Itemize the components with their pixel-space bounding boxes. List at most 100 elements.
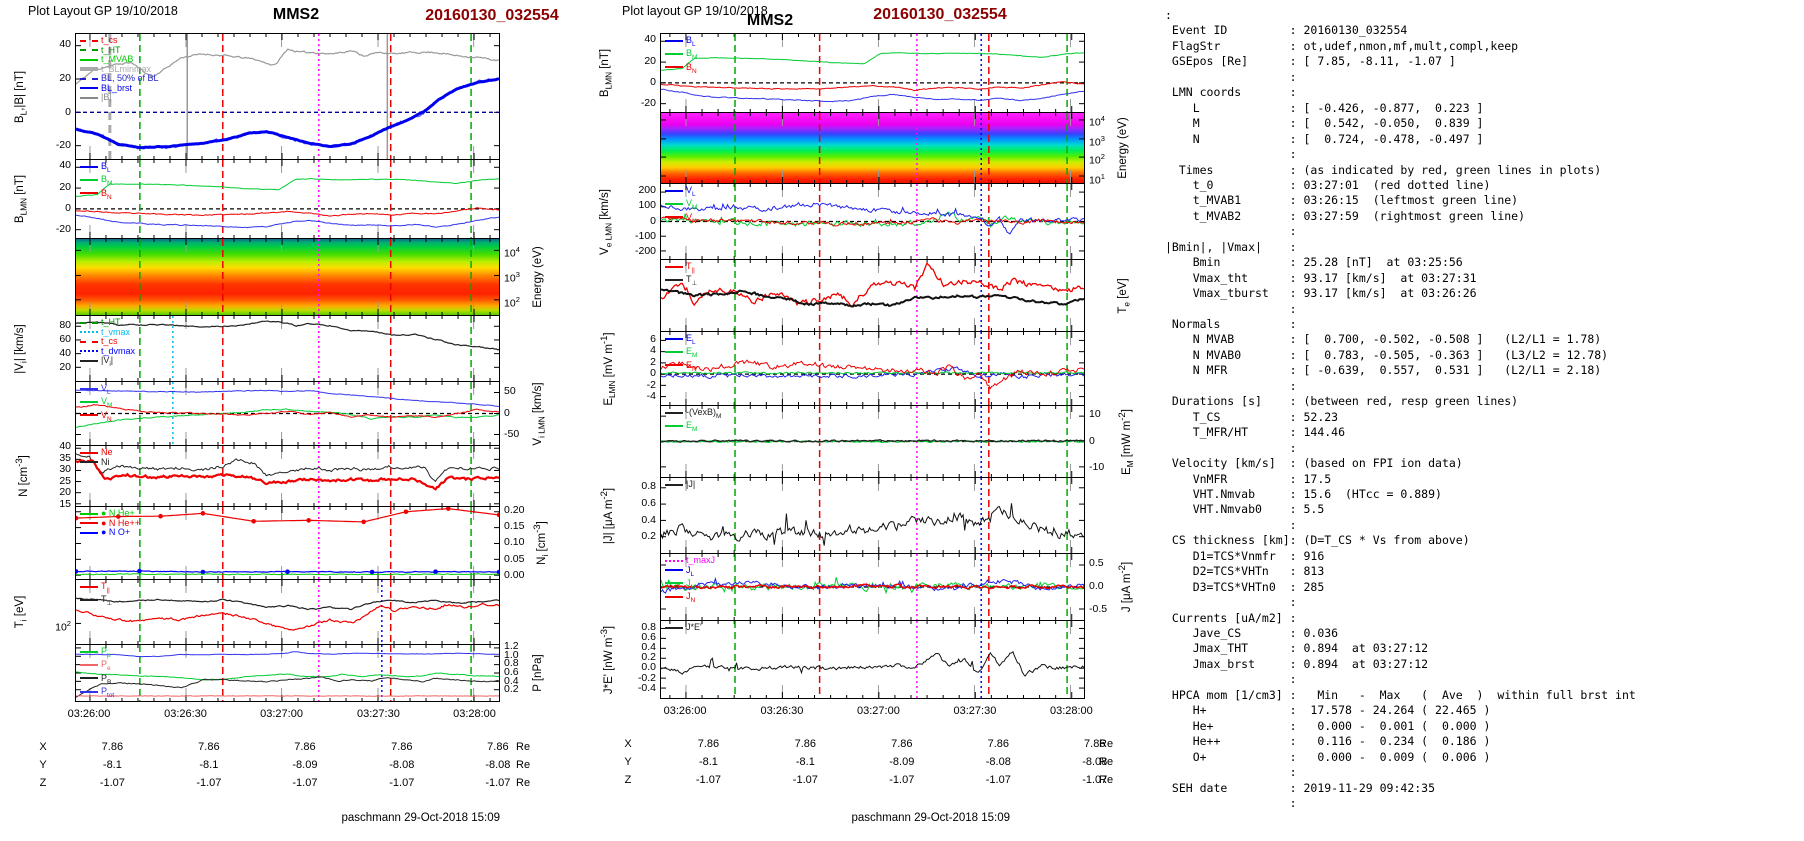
legend-swatch [80, 67, 98, 72]
legend-item: ● N He+ [80, 508, 140, 519]
position-row-label: Y [624, 756, 632, 768]
left-plot-header: Plot Layout GP 19/10/2018 [28, 4, 178, 18]
legend-item: JL [665, 565, 715, 579]
y-axis-label: Ti [eV] [14, 595, 29, 629]
info-line: : [1165, 147, 1297, 162]
x-tick-label: 03:26:00 [663, 705, 707, 717]
legend-swatch [80, 49, 98, 52]
y-tick-label: 0.4 [641, 641, 656, 654]
legend-label: t_cs [101, 336, 118, 346]
plot-panel-1-4: EL EM EN [660, 331, 1085, 406]
legend-item: |B| [80, 92, 159, 103]
legend-swatch [80, 451, 98, 454]
x-tick-label: 03:28:00 [453, 708, 496, 720]
legend-item: BM [80, 175, 112, 188]
legend-item: BL_brst [80, 83, 159, 94]
right-tick-label: 0.6 [504, 666, 519, 678]
series-T_par [76, 602, 499, 631]
info-line: Velocity [km/s] : (based on FPI ion data… [1165, 456, 1463, 471]
legend-swatch [665, 216, 683, 219]
position-row-label: Z [39, 777, 47, 789]
legend-label: BM [101, 174, 113, 188]
panel-canvas [661, 406, 1084, 477]
position-value: 7.86 [101, 741, 124, 753]
right-tick-label: 0.4 [504, 674, 519, 687]
right-tick-label: 0.10 [504, 536, 525, 549]
legend-item: BN [665, 62, 697, 76]
right-tick-label: 1.2 [504, 640, 519, 653]
legend-label: -(VexB)M [686, 407, 722, 420]
info-line: : [1165, 440, 1297, 455]
legend-label: JM [686, 577, 696, 591]
legend-label: Ni [101, 456, 110, 467]
series-|V_i| [76, 320, 499, 351]
panel-canvas [661, 332, 1084, 405]
series-Ve_L [661, 201, 1084, 235]
right-tick-label: 0 [504, 406, 510, 419]
legend-item: VN [80, 409, 112, 424]
panel-canvas [661, 184, 1084, 259]
legend-label: t_MVAB [101, 54, 134, 64]
panel-canvas [76, 316, 499, 381]
y-tick-label: 40 [59, 346, 71, 359]
legend-item: t_cs [80, 35, 159, 46]
legend-item: BL [665, 35, 697, 49]
legend-label: VN [101, 409, 112, 423]
info-line: D3=TCS*VHTn0 : 285 [1165, 579, 1325, 594]
series-V_M [76, 408, 499, 428]
x-tick-label: 03:27:30 [953, 705, 997, 717]
info-line: H+ : 17.578 - 24.264 ( 22.465 ) [1165, 703, 1491, 718]
legend-swatch [80, 690, 98, 693]
panel-legend: EL EM EN [665, 333, 697, 374]
plot-panel-1-1 [660, 112, 1085, 184]
legend-label: Ptot [101, 685, 115, 699]
info-line: Jave_CS : 0.036 [1165, 626, 1339, 640]
series-|B| [76, 48, 499, 85]
legend-label: BL [101, 161, 111, 174]
info-line: Vmax_tht : 93.17 [km/s] at 03:27:31 [1165, 270, 1477, 285]
legend-swatch [80, 321, 98, 324]
legend-swatch [80, 461, 98, 464]
legend-label: ● N He+ [101, 508, 135, 518]
info-line: O+ : 0.000 - 0.009 ( 0.006 ) [1165, 749, 1491, 764]
y-tick-label: 40 [59, 440, 71, 453]
y-tick-label: 0 [65, 105, 71, 118]
series-T_perp [76, 597, 499, 611]
position-unit: Re [516, 741, 531, 753]
info-line: Jmax_THT : 0.894 at 03:27:12 [1165, 641, 1429, 656]
right-tick-label: 10 [1089, 408, 1101, 421]
y-tick-label: -0.4 [637, 681, 656, 694]
legend-swatch [80, 77, 98, 80]
legend-item: BM [665, 49, 697, 62]
series-Ve_N [661, 216, 1084, 227]
legend-swatch [665, 559, 683, 562]
position-value: -8.09 [889, 756, 915, 768]
legend-swatch [80, 58, 98, 61]
series-E_L [661, 366, 1084, 380]
info-line: Currents [uA/m2] : [1165, 610, 1297, 625]
legend-item: Pe [80, 660, 114, 673]
panel-canvas [76, 160, 499, 238]
y-tick-label: 40 [644, 33, 656, 46]
legend-swatch [80, 340, 98, 343]
panel-canvas [661, 260, 1084, 331]
series-P_B [76, 676, 499, 698]
panel-legend: VL VM VN [80, 383, 112, 424]
legend-label: |Vi| [101, 355, 114, 368]
position-value: -8.09 [292, 759, 318, 771]
info-line: VHT.Nmvab0 : 5.5 [1165, 502, 1325, 517]
plot-panel-0-0: t_cs t_HT t_MVAB t_BLminmax BL, 50% of BL BL_… [75, 33, 500, 160]
info-line: D2=TCS*VHTn : 813 [1165, 564, 1325, 579]
series-V_N [76, 403, 499, 419]
y-tick-label: 0.2 [641, 530, 656, 543]
panel-legend: t_maxJ JL JM JN [665, 555, 715, 605]
info-line: : [1165, 672, 1297, 687]
series-B_M [661, 52, 1084, 71]
info-line: N MVAB : [ 0.700, -0.502, -0.508 ] (L2/L… [1165, 332, 1602, 347]
y-tick-label: 15 [59, 497, 71, 510]
position-value: -1.07 [99, 777, 125, 789]
panel-canvas [76, 446, 499, 506]
legend-item: |Vi| [80, 355, 135, 369]
right-tick-label: 104 [504, 244, 520, 260]
legend-swatch [665, 626, 683, 629]
